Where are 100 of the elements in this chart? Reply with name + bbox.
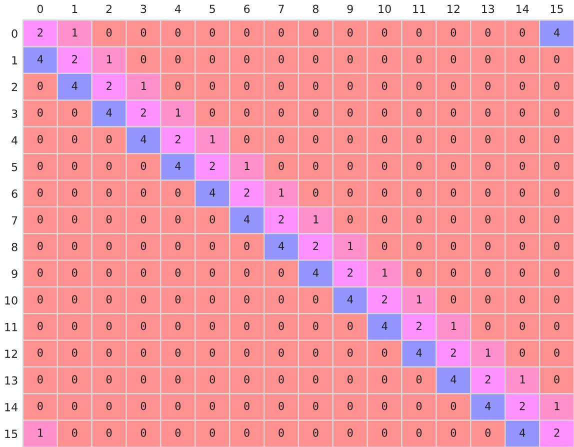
data-label: 1 bbox=[486, 348, 490, 357]
data-label: 1 bbox=[382, 268, 388, 277]
data-label: 2 bbox=[450, 348, 456, 357]
data-label: 0 bbox=[140, 268, 146, 277]
data-label: 0 bbox=[278, 295, 284, 304]
data-label: 0 bbox=[348, 82, 353, 90]
data-label: 0 bbox=[38, 162, 43, 170]
data-label: 0 bbox=[72, 135, 78, 144]
data-label: 0 bbox=[382, 402, 388, 410]
data-label: 0 bbox=[450, 188, 456, 197]
data-label: 0 bbox=[244, 348, 250, 357]
data-label: 0 bbox=[348, 375, 353, 384]
data-label: 0 bbox=[348, 108, 353, 117]
data-label: 0 bbox=[416, 82, 422, 90]
data-label: 0 bbox=[313, 322, 318, 330]
data-label: 0 bbox=[520, 268, 525, 277]
data-label: 4 bbox=[175, 162, 181, 170]
y-tick-label: 10 bbox=[5, 296, 18, 305]
data-label: 0 bbox=[348, 54, 353, 64]
x-tick-label: 7 bbox=[278, 4, 284, 13]
data-label: 0 bbox=[210, 348, 216, 357]
data-label: 0 bbox=[106, 375, 112, 384]
data-label: 0 bbox=[210, 375, 216, 384]
data-label: 0 bbox=[450, 108, 456, 117]
y-tick-label: 15 bbox=[5, 430, 18, 438]
data-label: 0 bbox=[38, 108, 43, 117]
data-label: 0 bbox=[244, 82, 250, 90]
data-label: 0 bbox=[382, 82, 388, 90]
data-label: 0 bbox=[450, 54, 456, 64]
data-label: 0 bbox=[485, 82, 491, 90]
data-label: 0 bbox=[382, 428, 388, 437]
data-label: 0 bbox=[72, 322, 78, 330]
data-label: 0 bbox=[106, 215, 112, 224]
data-label: 0 bbox=[72, 162, 78, 170]
data-label: 0 bbox=[175, 428, 181, 437]
data-label: 1 bbox=[210, 135, 215, 144]
data-label: 0 bbox=[210, 322, 216, 330]
data-label: 0 bbox=[106, 348, 112, 357]
data-label: 0 bbox=[313, 295, 318, 304]
data-label: 1 bbox=[72, 28, 78, 37]
data-label: 0 bbox=[485, 268, 491, 277]
data-label: 2 bbox=[382, 295, 387, 304]
data-label: 4 bbox=[244, 215, 250, 224]
data-label: 0 bbox=[382, 28, 388, 37]
data-label: 0 bbox=[106, 188, 112, 197]
data-label: 0 bbox=[72, 348, 78, 357]
data-label: 0 bbox=[278, 108, 284, 117]
data-label: 0 bbox=[210, 295, 216, 304]
data-label: 0 bbox=[348, 215, 353, 224]
data-label: 0 bbox=[485, 108, 491, 117]
data-label: 0 bbox=[382, 135, 388, 144]
data-label: 1 bbox=[141, 82, 146, 90]
x-tick-label: 1 bbox=[72, 4, 78, 13]
y-tick-label: 9 bbox=[12, 270, 18, 278]
data-label: 4 bbox=[450, 375, 456, 384]
data-label: 0 bbox=[520, 28, 525, 37]
data-label: 0 bbox=[485, 162, 491, 170]
data-label: 0 bbox=[140, 215, 146, 224]
data-label: 0 bbox=[382, 375, 388, 384]
data-label: 2 bbox=[554, 428, 560, 437]
y-tick-label: 12 bbox=[5, 350, 17, 358]
data-label: 0 bbox=[554, 82, 560, 90]
data-label: 0 bbox=[416, 428, 422, 437]
data-label: 0 bbox=[313, 188, 318, 197]
data-label: 0 bbox=[106, 428, 112, 437]
data-label: 0 bbox=[554, 215, 560, 224]
data-label: 0 bbox=[140, 162, 146, 170]
data-label: 0 bbox=[485, 215, 491, 224]
data-label: 4 bbox=[210, 188, 216, 197]
data-label: 0 bbox=[175, 28, 181, 37]
data-label: 0 bbox=[140, 188, 146, 197]
data-label: 0 bbox=[520, 54, 525, 64]
x-tick-label: 11 bbox=[413, 4, 426, 13]
data-label: 0 bbox=[140, 348, 146, 357]
data-label: 0 bbox=[278, 135, 284, 144]
data-label: 0 bbox=[450, 215, 456, 224]
data-label: 0 bbox=[485, 188, 491, 197]
data-label: 0 bbox=[313, 162, 318, 170]
data-label: 0 bbox=[554, 188, 560, 197]
data-label: 1 bbox=[554, 402, 560, 410]
data-label: 1 bbox=[314, 215, 318, 224]
data-label: 4 bbox=[312, 268, 319, 277]
data-label: 0 bbox=[313, 428, 318, 437]
data-label: 0 bbox=[520, 348, 525, 357]
data-label: 0 bbox=[382, 242, 388, 250]
data-label: 0 bbox=[450, 162, 456, 170]
data-label: 0 bbox=[106, 162, 112, 170]
data-label: 1 bbox=[107, 55, 112, 64]
data-label: 0 bbox=[520, 188, 525, 197]
data-label: 0 bbox=[278, 54, 284, 64]
data-label: 0 bbox=[416, 135, 422, 144]
data-label: 0 bbox=[175, 295, 181, 304]
data-label: 0 bbox=[416, 188, 422, 197]
data-label: 0 bbox=[72, 242, 78, 250]
data-label: 0 bbox=[450, 28, 456, 37]
data-label: 4 bbox=[382, 322, 388, 330]
data-label: 0 bbox=[520, 162, 525, 170]
data-label: 0 bbox=[140, 322, 146, 330]
data-label: 0 bbox=[313, 135, 318, 144]
data-label: 0 bbox=[554, 162, 560, 170]
